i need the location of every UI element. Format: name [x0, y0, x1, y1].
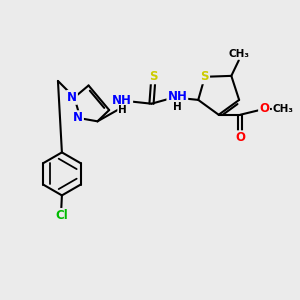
Text: H: H — [173, 102, 182, 112]
Text: NH: NH — [167, 90, 187, 103]
Text: NH: NH — [112, 94, 132, 106]
Text: S: S — [149, 70, 157, 83]
Text: N: N — [73, 111, 83, 124]
Text: O: O — [235, 131, 245, 144]
Text: Cl: Cl — [55, 209, 68, 222]
Text: CH₃: CH₃ — [273, 104, 294, 114]
Text: S: S — [201, 70, 209, 83]
Text: O: O — [259, 102, 269, 115]
Text: CH₃: CH₃ — [228, 49, 249, 59]
Text: N: N — [67, 91, 77, 104]
Text: H: H — [118, 105, 127, 115]
